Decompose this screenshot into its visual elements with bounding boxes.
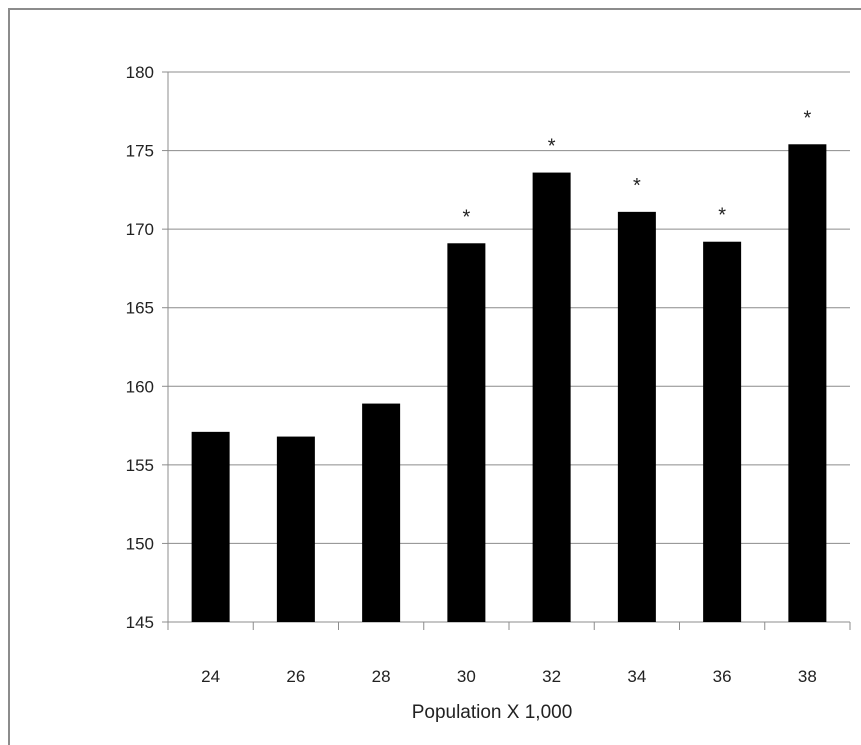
x-axis-ticks: 24 26 28 30 32 34 36 38 [167,622,851,686]
y-tick-label: 175 [126,142,154,161]
x-tick-label: 34 [627,667,646,686]
y-axis-ticks: 145 150 155 160 165 170 175 180 [126,63,168,632]
y-tick-label: 165 [126,299,154,318]
bar [532,172,571,623]
asterisk-marker: * [803,107,811,129]
y-tick-label: 145 [126,613,154,632]
x-tick-label: 36 [713,667,732,686]
y-tick-label: 170 [126,220,154,239]
bar [447,243,486,623]
bars [191,144,827,623]
asterisk-marker: * [718,205,726,227]
bar [362,403,401,622]
x-axis-title: Population X 1,000 [412,702,573,723]
y-tick-label: 160 [126,377,154,396]
asterisk-marker: * [548,136,556,158]
asterisk-marker: * [462,206,470,228]
x-tick-label: 30 [457,667,476,686]
x-tick-label: 24 [201,667,220,686]
x-tick-label: 38 [798,667,817,686]
asterisk-marker: * [633,175,641,197]
y-tick-label: 180 [126,63,154,82]
bar [276,436,315,622]
bar [788,144,827,623]
bar [191,431,230,622]
x-tick-label: 26 [286,667,305,686]
bar [617,211,656,622]
significance-markers: * * * * * [462,107,811,228]
x-tick-label: 28 [372,667,391,686]
bar [703,241,742,622]
x-tick-label: 32 [542,667,561,686]
gridlines [168,71,850,623]
y-tick-label: 155 [126,456,154,475]
y-tick-label: 150 [126,534,154,553]
